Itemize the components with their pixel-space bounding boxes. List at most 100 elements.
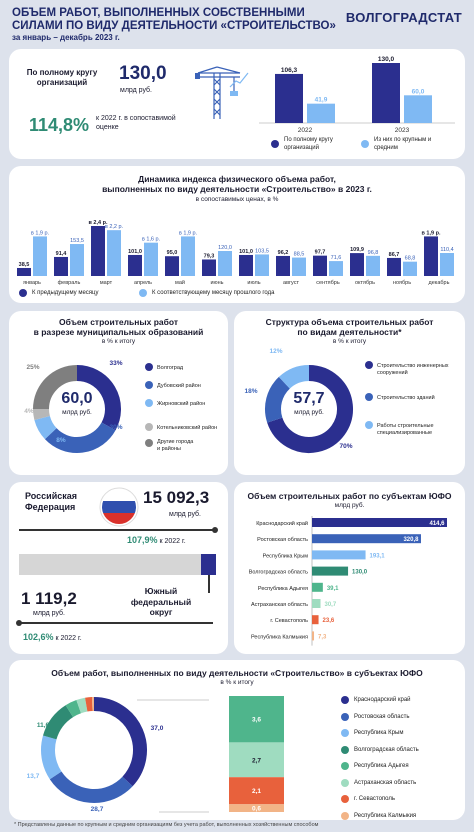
structure-donut-segment	[265, 376, 291, 423]
small-regions-stacked-bar: 3,6 2,7 2,1 0,6	[229, 696, 284, 813]
structure-legend-label: Работы строительные	[377, 423, 434, 429]
share-donut-segment	[41, 735, 62, 780]
share-donut-segment	[65, 700, 82, 718]
russia-value: 15 092,3	[143, 488, 210, 507]
annual-category-label: 2022	[298, 127, 313, 134]
regions-horizontal-bar-chart: Краснодарский край 414,6 Ростовская област…	[249, 516, 447, 646]
south-value: 1 119,2	[21, 589, 77, 608]
share-value-label: 37,0	[151, 725, 164, 732]
regions-category-label: Республика Калмыкия	[251, 634, 308, 640]
municipal-legend-dot	[145, 423, 153, 431]
monthly-bar	[70, 244, 84, 276]
monthly-category-label: февраль	[58, 280, 81, 286]
page-title-line1: ОБЪЕМ РАБОТ, ВЫПОЛНЕННЫХ СОБСТВЕННЫМИ	[12, 7, 305, 19]
share-legend-item: Астраханская область	[341, 778, 416, 787]
south-line	[19, 622, 213, 624]
structure-legend-label: специализированные	[377, 430, 432, 436]
russia-pct: 107,9%	[127, 535, 158, 545]
municipal-legend-label: Волгоград	[157, 365, 184, 371]
structure-legend-label: Строительство инженерных	[377, 363, 449, 369]
share-legend-item: г. Севастополь	[341, 795, 395, 803]
annual-bar-label: 130,0	[378, 56, 395, 63]
annual-bar	[372, 63, 400, 123]
structure-title-line2: по видам деятельности*	[297, 327, 402, 337]
share-value-label: 11,6	[37, 722, 50, 729]
monthly-bar	[165, 256, 179, 276]
regions-bar-label: 414,6	[429, 521, 445, 527]
overview-unit: млрд руб.	[120, 87, 153, 94]
monthly-bar-label: 97,7	[315, 250, 326, 256]
annual-bar-label: 60,0	[412, 88, 425, 95]
monthly-title-line1: Динамика индекса физического объема рабо…	[138, 174, 336, 184]
monthly-bar-label: 120,0	[218, 245, 232, 251]
monthly-bar	[91, 226, 105, 276]
monthly-bar	[292, 257, 306, 276]
annual-bar-label: 41,9	[315, 97, 328, 104]
monthly-category-label: март	[100, 280, 113, 286]
regions-bar	[312, 615, 319, 625]
regions-bar	[312, 534, 401, 544]
share-legend-label: Краснодарский край	[354, 697, 411, 703]
municipal-value-label: 30%	[109, 424, 122, 431]
municipal-donut-segment	[33, 365, 78, 410]
russia-pct-row: 107,9% к 2022 г.	[127, 535, 186, 545]
monthly-title: Динамика индекса физического объема рабо…	[9, 174, 465, 194]
monthly-legend-2: К соответствующему месяцу прошлого года	[139, 289, 274, 297]
monthly-bar-label: в 1,6 р.	[142, 237, 161, 243]
overview-legend-1: По полному кругу организаций	[271, 136, 342, 152]
regions-bar	[312, 518, 427, 527]
russia-line	[19, 529, 213, 531]
monthly-bar-label: 96,8	[368, 250, 379, 256]
monthly-bar	[424, 236, 438, 276]
municipal-legend-label: Жирновский район	[157, 400, 205, 407]
regions-bar-panel: Объем строительных работ по субъектам ЮФ…	[234, 482, 465, 654]
south-unit: млрд руб.	[33, 610, 66, 617]
monthly-bar-label: 109,9	[350, 247, 364, 253]
monthly-category-label: ноябрь	[393, 280, 411, 286]
regions-category-label: Ростовская область	[257, 537, 308, 543]
crane-icon	[195, 66, 249, 119]
south-label: Южный федеральный округ	[130, 586, 192, 617]
share-legend-label: Волгоградская область	[354, 746, 419, 753]
monthly-category-label: январь	[23, 280, 41, 286]
municipal-legend-label: Другие города	[157, 439, 194, 445]
municipal-legend-dot	[145, 381, 153, 389]
page-title-line2: СИЛАМИ ПО ВИДУ ДЕЯТЕЛЬНОСТИ «СТРОИТЕЛЬСТ…	[12, 19, 336, 32]
regions-category-label: Республика Адыгея	[258, 586, 308, 592]
share-donut-segment	[49, 771, 133, 803]
legend-dot-prev-month	[19, 289, 27, 297]
municipal-title-line2: в разрезе муниципальных образований	[33, 327, 204, 337]
regions-bar-label: 193,1	[370, 553, 386, 559]
municipal-center-value: 60,0	[61, 390, 93, 407]
legend-label-prev-year: К соответствующему месяцу прошлого года	[152, 290, 275, 296]
south-pct-caption: к 2022 г.	[55, 635, 82, 642]
share-value-label: 28,7	[91, 806, 104, 813]
stacked-value-label: 3,6	[252, 717, 261, 724]
structure-panel: Структура объема строительных работ по в…	[234, 311, 465, 475]
municipal-donut: 33% 30% 8% 4% 25% Волгоград Дубовский район Жир…	[24, 360, 217, 453]
monthly-bar	[366, 255, 380, 276]
structure-title: Структура объема строительных работ по в…	[234, 317, 465, 337]
share-legend-dot	[341, 762, 349, 770]
legend-label-full: По полному кругу организаций	[284, 137, 333, 151]
monthly-bar-label: 91,4	[56, 251, 68, 257]
monthly-bar-label: 86,7	[389, 252, 400, 258]
annual-bar-chart: 106,3 41,9 2022 130,0 60,0 2023	[259, 56, 455, 134]
russia-unit: млрд руб.	[169, 511, 202, 518]
share-legend-item: Ростовская область	[341, 712, 409, 721]
regions-share-panel: Объем работ, выполненных по виду деятель…	[9, 660, 465, 820]
monthly-bar	[107, 230, 121, 276]
regions-bar-label: 320,8	[403, 537, 419, 543]
municipal-legend-dot	[145, 439, 153, 447]
regions-category-label: г. Севастополь	[270, 618, 308, 624]
structure-donut: 70% 18% 12% Строительство инженерныхсооруже…	[244, 348, 449, 453]
monthly-subtitle: в сопоставимых ценах, в %	[195, 196, 279, 203]
monthly-bar-label: 95,0	[167, 250, 178, 256]
russia-label: Российская Федерация	[25, 491, 78, 512]
south-pct: 102,6%	[23, 632, 54, 642]
regions-category-label: Республика Крым	[263, 553, 309, 559]
regions-category-label: Астраханская область	[251, 602, 308, 608]
south-pct-row: 102,6% к 2022 г.	[23, 632, 82, 642]
brand-logo-text: ВОЛГОГРАДСТАТ	[345, 10, 462, 25]
monthly-bar-label: 103,5	[255, 248, 269, 254]
